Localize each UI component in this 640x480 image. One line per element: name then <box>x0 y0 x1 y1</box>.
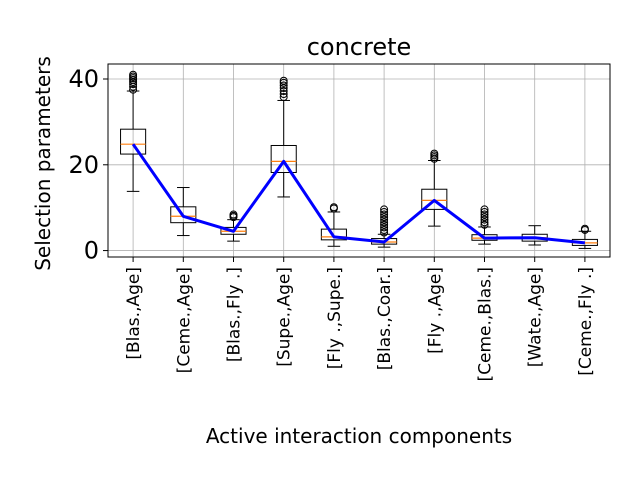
grid-lines <box>108 64 610 257</box>
median-trend-line <box>131 143 586 245</box>
trend-polyline <box>131 143 586 245</box>
outlier-point <box>480 220 489 229</box>
x-tick-label: [Ceme.,Age] <box>174 267 194 373</box>
y-axis-label: Selection parameters <box>31 56 55 271</box>
outlier-point <box>279 90 288 99</box>
box-plot <box>421 149 448 227</box>
outlier-point <box>480 205 489 214</box>
x-axis-ticks: [Blas.,Age] [Ceme.,Age] [Blas.,Fly .] [Supe… <box>124 257 596 381</box>
box-iqr <box>421 188 448 210</box>
box-iqr <box>120 128 147 155</box>
box-plot <box>120 70 147 192</box>
outlier-point <box>480 213 489 222</box>
outlier-point <box>279 93 288 102</box>
x-tick-label: [Blas.,Age] <box>124 267 144 360</box>
outlier-point <box>380 207 389 216</box>
outlier-point <box>380 220 389 229</box>
y-tick-label: 20 <box>68 151 99 179</box>
x-tick-label: [Ceme.,Fly .] <box>576 267 596 376</box>
outlier-point <box>129 70 138 79</box>
x-tick-label: [Blas.,Coar.] <box>375 267 395 370</box>
axes-frame <box>107 63 611 258</box>
box-iqr <box>170 206 197 224</box>
outlier-point <box>129 85 138 94</box>
box-plot <box>270 76 297 198</box>
outlier-point <box>480 207 489 216</box>
x-tick-label: [Fly .,Age] <box>425 267 445 354</box>
outlier-point <box>430 149 439 158</box>
box-iqr <box>320 228 347 241</box>
outlier-point <box>129 80 138 89</box>
outlier-point <box>480 210 489 219</box>
outlier-point <box>229 210 238 219</box>
outlier-point <box>380 218 389 227</box>
box-iqr <box>270 144 297 174</box>
x-axis-label: Active interaction components <box>206 424 512 448</box>
outlier-point <box>380 210 389 219</box>
x-tick-label: [Wate.,Age] <box>526 267 546 367</box>
outlier-point <box>380 213 389 222</box>
y-tick-label: 0 <box>84 237 99 265</box>
outlier-point <box>380 215 389 224</box>
x-tick-label: [Fly .,Supe.] <box>325 267 345 369</box>
x-tick-label: [Ceme.,Blas.] <box>476 267 496 381</box>
outlier-point <box>380 228 389 237</box>
y-tick-label: 40 <box>68 65 99 93</box>
outlier-point <box>580 224 589 233</box>
outlier-point <box>380 205 389 214</box>
x-tick-label: [Supe.,Age] <box>275 267 295 367</box>
outlier-point <box>279 87 288 96</box>
outlier-point <box>279 78 288 87</box>
outlier-point <box>480 215 489 224</box>
outlier-point <box>279 81 288 90</box>
chart-title: concrete <box>307 33 412 61</box>
box-plots <box>120 70 598 249</box>
outlier-point <box>480 218 489 227</box>
y-axis-ticks: 0 20 40 <box>68 65 108 265</box>
x-tick-label: [Blas.,Fly .] <box>225 267 245 362</box>
outlier-point <box>380 223 389 232</box>
outlier-point <box>380 225 389 234</box>
outlier-point <box>279 76 288 85</box>
outlier-point <box>329 203 338 212</box>
box-plot <box>170 187 197 237</box>
